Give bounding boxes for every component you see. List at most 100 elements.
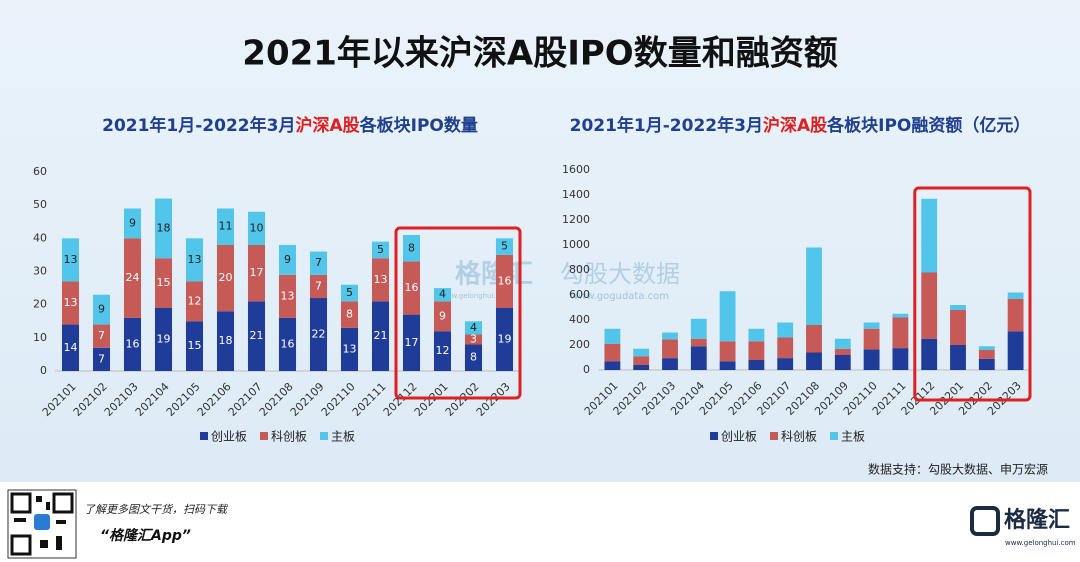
data-label: 21	[374, 329, 388, 342]
bar-segment	[662, 339, 678, 359]
data-label: 5	[377, 243, 384, 256]
y-tick-label: 1600	[562, 163, 590, 176]
bar-segment	[247, 211, 266, 245]
legend-label: 科创板	[781, 430, 817, 444]
main-title: 2021年以来沪深A股IPO数量和融资额	[242, 34, 837, 74]
bar-segment	[604, 361, 621, 370]
bar-segment	[123, 317, 142, 371]
bar-segment	[464, 344, 483, 371]
data-label: 9	[284, 253, 291, 266]
data-label: 5	[501, 240, 508, 253]
bar-segment	[464, 334, 483, 345]
qr-code	[7, 489, 77, 559]
bar-segment	[604, 328, 621, 344]
data-label: 3	[470, 332, 477, 345]
bar-segment	[278, 317, 297, 371]
data-label: 16	[281, 337, 295, 350]
bar-segment	[950, 310, 966, 345]
data-label: 5	[346, 286, 353, 299]
legend-label: 创业板	[721, 430, 757, 444]
bar-segment	[806, 352, 822, 370]
footer-tagline: 了解更多图文干货，扫码下载	[84, 503, 229, 516]
data-label: 16	[405, 281, 419, 294]
legend-swatch	[320, 432, 328, 440]
data-label: 9	[129, 216, 136, 229]
data-label: 16	[126, 337, 140, 350]
data-label: 13	[281, 289, 295, 302]
bar-segment	[371, 258, 390, 302]
bar-segment	[921, 198, 938, 273]
data-label: 12	[188, 294, 202, 307]
logo-mark	[970, 506, 1000, 536]
bar-segment	[1007, 331, 1024, 370]
footer-logo: 格隆汇	[1004, 507, 1070, 533]
bar-segment	[247, 244, 266, 302]
bar-segment	[633, 356, 650, 365]
bar-segment	[690, 318, 707, 339]
data-label: 24	[126, 271, 140, 284]
y-tick-label: 0	[40, 364, 47, 377]
bar-segment	[216, 208, 235, 245]
bar-segment	[921, 272, 938, 339]
y-tick-label: 40	[33, 231, 47, 244]
data-label: 11	[219, 220, 233, 233]
data-label: 8	[346, 308, 353, 321]
legend-label: 科创板	[271, 430, 307, 444]
highlight-box	[394, 226, 522, 400]
legend-swatch	[830, 432, 838, 440]
bar-segment	[464, 321, 483, 335]
bar-segment	[748, 341, 765, 360]
bar-segment	[690, 346, 707, 370]
legend-label: 主板	[331, 430, 355, 444]
bar-segment	[748, 360, 765, 370]
data-label: 8	[408, 241, 415, 254]
bar-segment	[185, 238, 204, 282]
bar-segment	[690, 338, 707, 347]
bar-segment	[777, 337, 794, 359]
bar-segment	[892, 348, 909, 370]
bar-segment	[185, 321, 204, 371]
data-label: 9	[439, 309, 446, 322]
bar-segment	[806, 247, 822, 325]
y-tick-label: 0	[583, 363, 590, 376]
bar-segment	[748, 328, 765, 342]
highlight-box	[913, 186, 1032, 402]
y-tick-label: 30	[33, 265, 47, 278]
legend-swatch	[770, 432, 778, 440]
legend-swatch	[260, 432, 268, 440]
bar-segment	[340, 301, 359, 328]
data-label: 13	[64, 253, 78, 266]
y-tick-label: 800	[569, 263, 590, 276]
bar-segment	[921, 338, 938, 370]
data-label: 14	[64, 341, 78, 354]
bar-segment	[806, 325, 822, 353]
bar-segment	[950, 305, 966, 310]
bar-segment	[309, 251, 328, 275]
bar-segment	[633, 365, 650, 370]
legend-label: 创业板	[211, 430, 247, 444]
bar-segment	[278, 244, 297, 275]
legend-swatch	[200, 432, 208, 440]
data-label: 13	[188, 253, 202, 266]
legend-label: 主板	[841, 430, 865, 444]
bar-segment	[719, 361, 736, 370]
watermark: 勾股大数据	[560, 260, 680, 288]
bar-segment	[633, 348, 650, 357]
bar-segment	[92, 294, 111, 325]
data-label: 10	[250, 221, 264, 234]
source: 数据支持：勾股大数据、申万宏源	[868, 462, 1048, 477]
bar-segment	[863, 349, 880, 370]
bar-segment	[340, 327, 359, 371]
bar-segment	[433, 331, 452, 371]
title-part: 沪深A股	[295, 115, 359, 136]
data-label: 16	[498, 274, 512, 287]
bar-segment	[495, 238, 514, 255]
bar-segment	[309, 274, 328, 299]
title-part: 2021年1月-2022年3月	[570, 115, 763, 136]
data-label: 17	[250, 266, 264, 279]
y-tick-label: 50	[33, 198, 47, 211]
bar-segment	[185, 281, 204, 322]
bar-segment	[402, 235, 421, 262]
data-label: 9	[98, 303, 105, 316]
data-label: 4	[439, 288, 446, 301]
